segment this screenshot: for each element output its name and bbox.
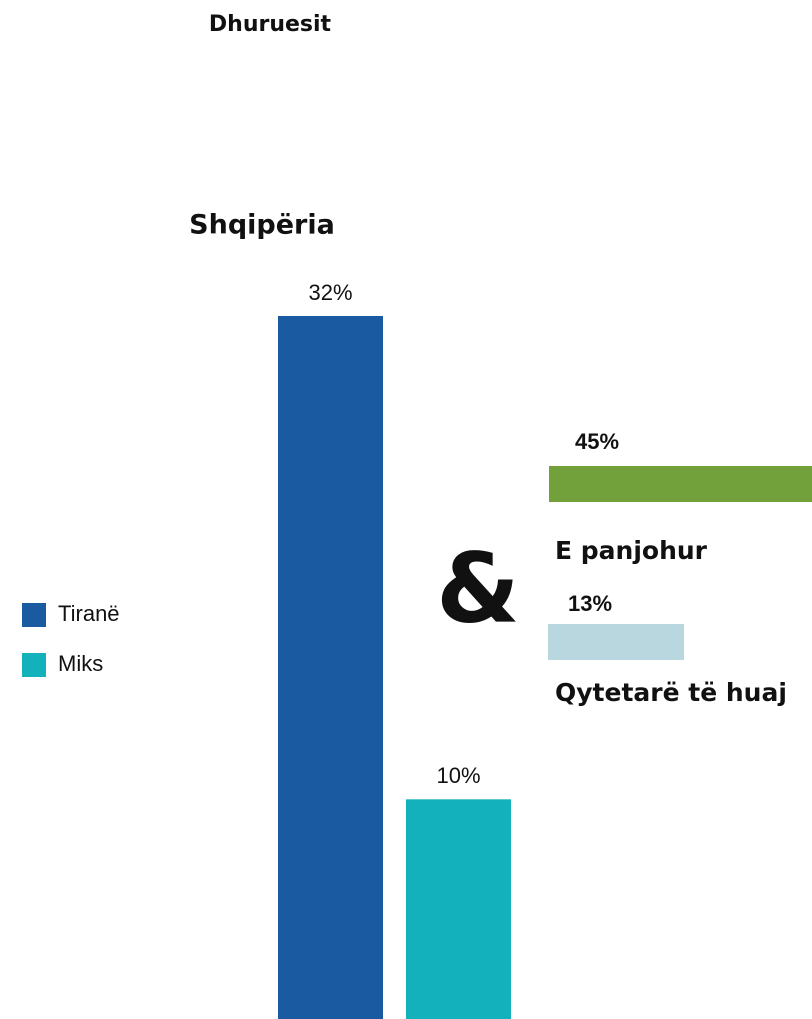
bar bbox=[548, 624, 684, 660]
value-label: 10% bbox=[436, 763, 480, 788]
value-label: 32% bbox=[308, 280, 352, 305]
bar bbox=[278, 316, 383, 1019]
category-label: E panjohur bbox=[555, 536, 708, 565]
value-label: 45% bbox=[575, 429, 619, 454]
value-label: 13% bbox=[568, 591, 612, 616]
connector: & bbox=[436, 532, 520, 644]
legend-swatch bbox=[22, 603, 46, 627]
page-title: Dhuruesit bbox=[209, 12, 332, 37]
chart-title: Shqipëria bbox=[189, 210, 335, 241]
category-label: Qytetarë të huaj bbox=[555, 678, 787, 707]
legend-label: Tiranë bbox=[58, 601, 120, 626]
legend-swatch bbox=[22, 653, 46, 677]
bar bbox=[406, 799, 511, 1019]
legend-label: Miks bbox=[58, 651, 103, 676]
bar bbox=[549, 466, 812, 502]
